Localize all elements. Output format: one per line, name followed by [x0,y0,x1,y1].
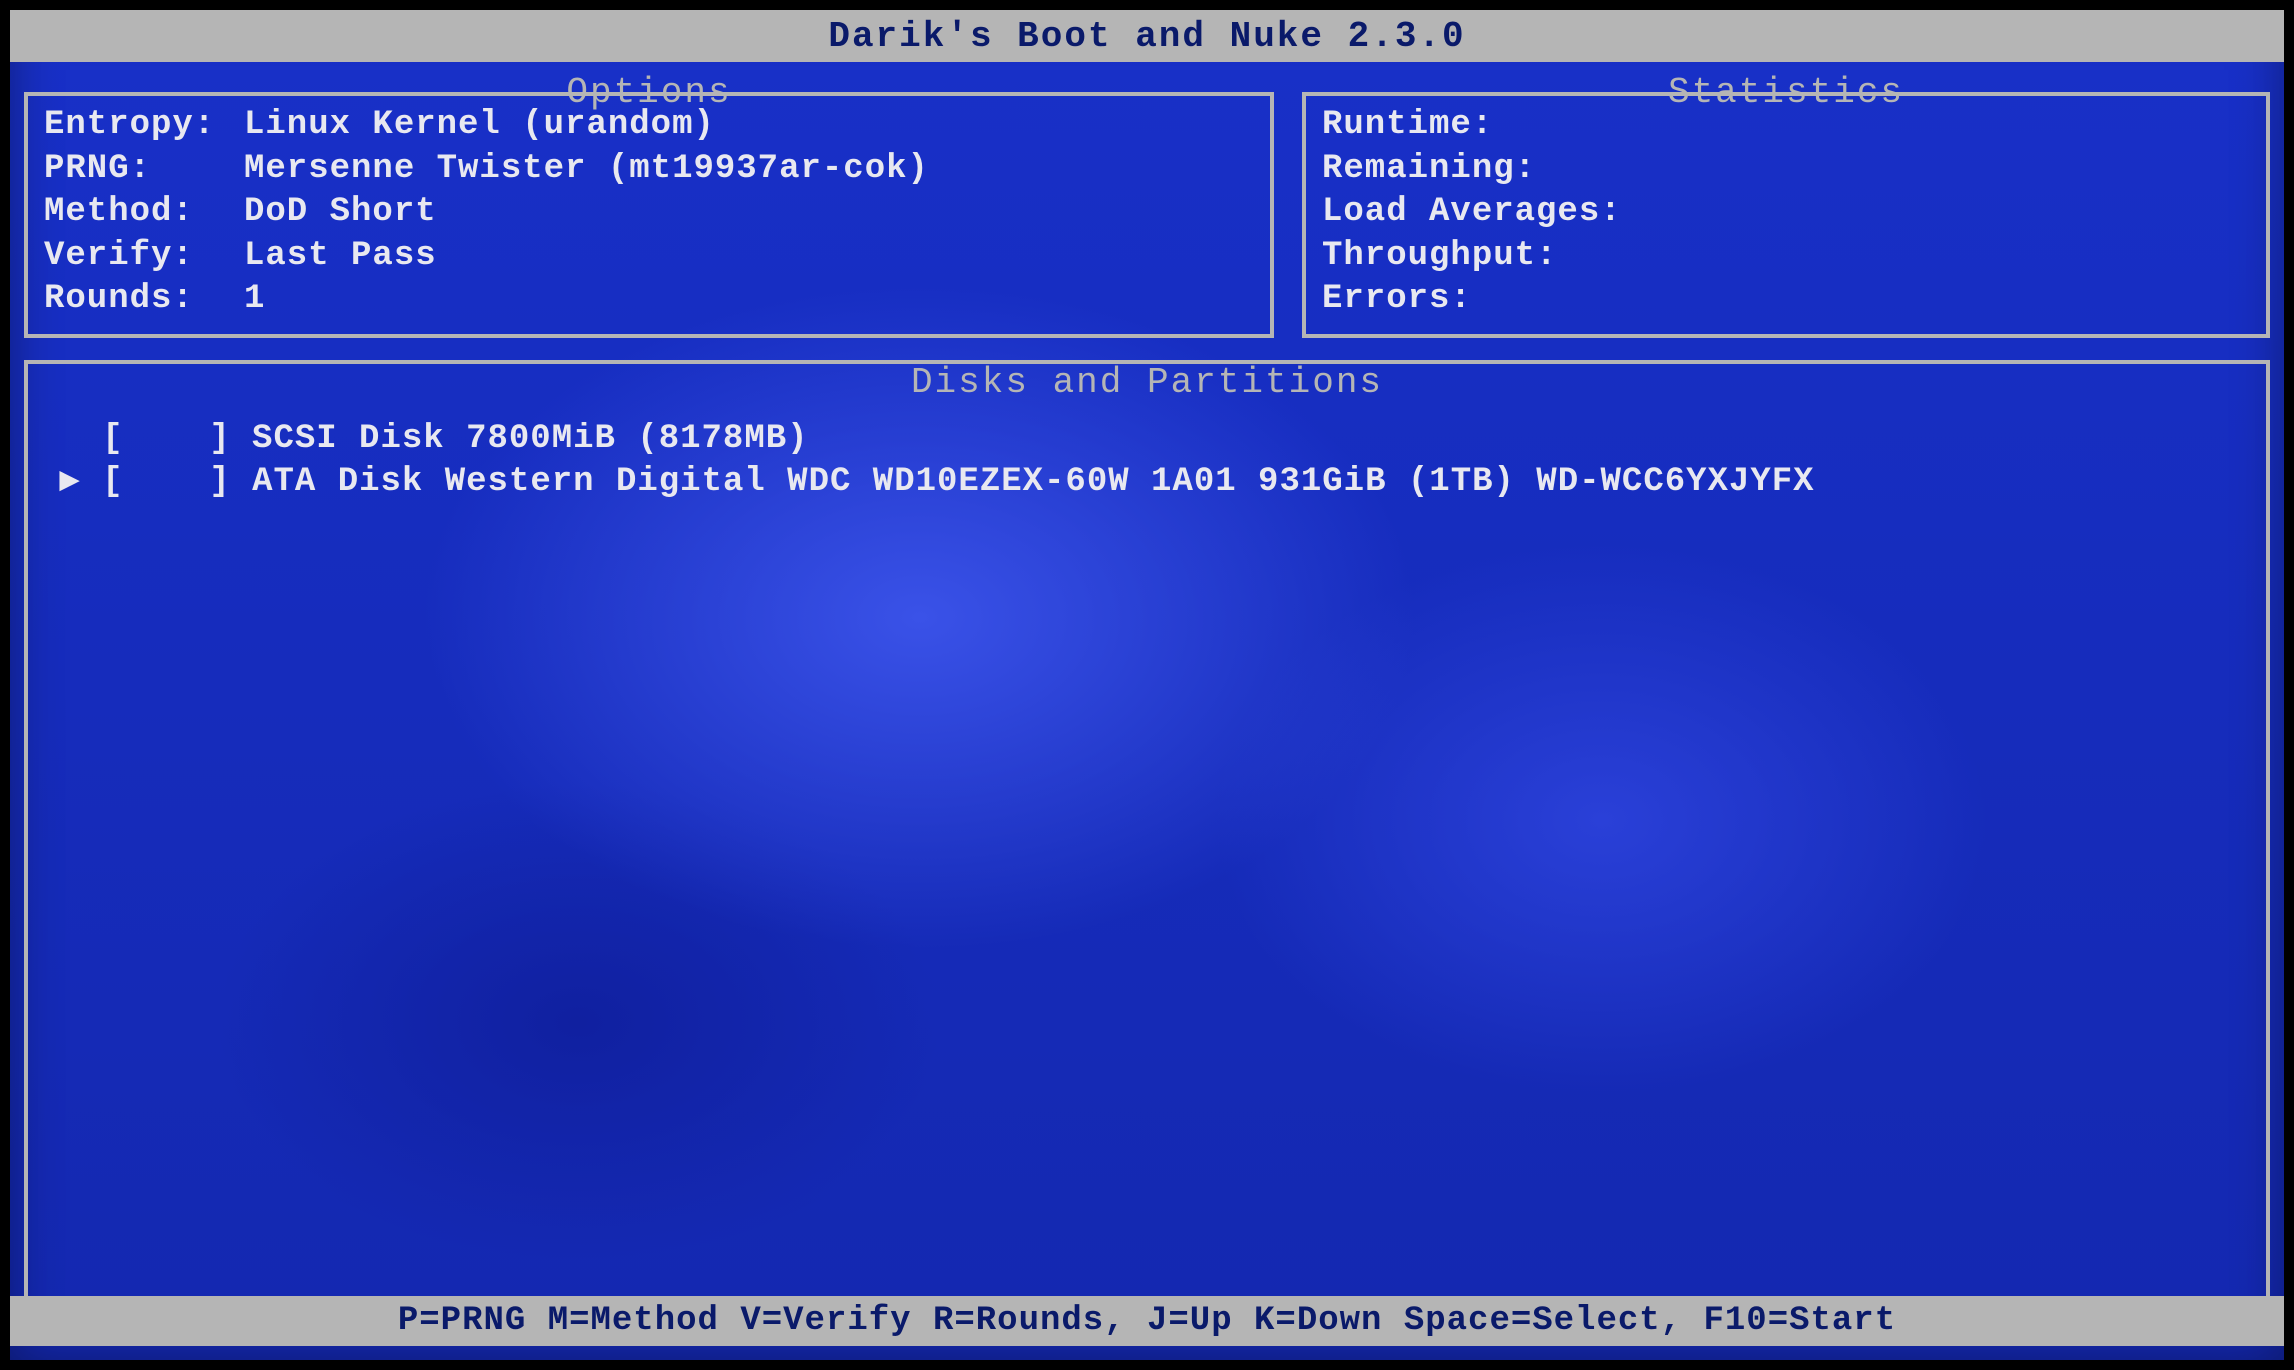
option-label: Rounds: [44,278,244,322]
option-label: Entropy: [44,104,244,148]
option-verify[interactable]: Verify: Last Pass [44,235,1254,279]
option-label: Method: [44,191,244,235]
help-text: P=PRNG M=Method V=Verify R=Rounds, J=Up … [398,1302,1896,1340]
stat-label: Remaining: [1322,148,1642,192]
app-titlebar: Darik's Boot and Nuke 2.3.0 [10,10,2284,62]
statistics-panel: Statistics Runtime: Remaining: Load Aver… [1302,92,2270,338]
disk-row[interactable]: [ ] SCSI Disk 7800MiB (8178MB) [38,418,2256,462]
stat-errors: Errors: [1322,278,2250,322]
stat-runtime: Runtime: [1322,104,2250,148]
option-value: Linux Kernel (urandom) [244,104,715,148]
option-label: Verify: [44,235,244,279]
stat-loadavg: Load Averages: [1322,191,2250,235]
screen: Darik's Boot and Nuke 2.3.0 Options Entr… [10,10,2284,1360]
top-panels-row: Options Entropy: Linux Kernel (urandom) … [10,62,2284,338]
option-value: 1 [244,278,265,322]
option-rounds[interactable]: Rounds: 1 [44,278,1254,322]
option-prng[interactable]: PRNG: Mersenne Twister (mt19937ar-cok) [44,148,1254,192]
option-method[interactable]: Method: DoD Short [44,191,1254,235]
app-title: Darik's Boot and Nuke 2.3.0 [828,16,1465,57]
option-value: Last Pass [244,235,437,279]
option-entropy[interactable]: Entropy: Linux Kernel (urandom) [44,104,1254,148]
option-label: PRNG: [44,148,244,192]
help-bar: P=PRNG M=Method V=Verify R=Rounds, J=Up … [10,1296,2284,1346]
stat-label: Runtime: [1322,104,1642,148]
stat-label: Errors: [1322,278,1642,322]
disks-panel-title: Disks and Partitions [28,360,2266,406]
disk-list[interactable]: [ ] SCSI Disk 7800MiB (8178MB) ▶ [ ] ATA… [38,418,2256,505]
stat-remaining: Remaining: [1322,148,2250,192]
disks-panel: Disks and Partitions [ ] SCSI Disk 7800M… [24,360,2270,1342]
option-value: Mersenne Twister (mt19937ar-cok) [244,148,929,192]
stat-label: Throughput: [1322,235,1642,279]
stat-label: Load Averages: [1322,191,1642,235]
stat-throughput: Throughput: [1322,235,2250,279]
disk-row[interactable]: ▶ [ ] ATA Disk Western Digital WDC WD10E… [38,461,2256,505]
options-panel: Options Entropy: Linux Kernel (urandom) … [24,92,1274,338]
option-value: DoD Short [244,191,437,235]
